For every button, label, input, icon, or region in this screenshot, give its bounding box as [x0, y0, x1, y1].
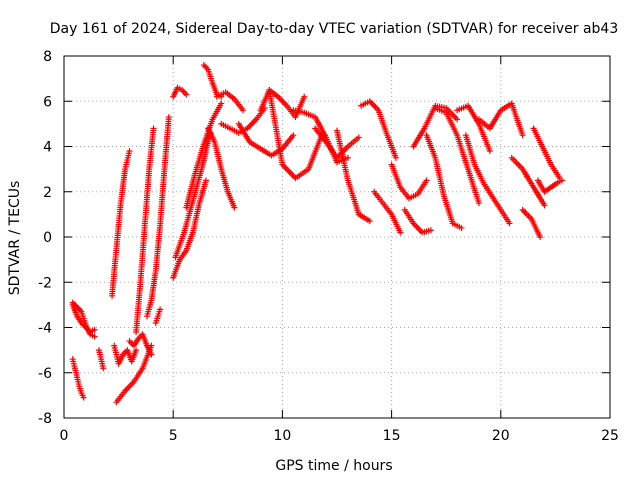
- data-point: [506, 220, 513, 227]
- series-prn-ab: [388, 161, 430, 202]
- series-prn-m: [170, 177, 209, 281]
- y-tick-label: 2: [43, 185, 52, 201]
- data-point: [344, 154, 351, 161]
- data-point: [165, 114, 172, 121]
- series-prn-aj: [508, 154, 548, 209]
- series-prn-n: [172, 129, 214, 261]
- series-prn-i: [133, 125, 157, 336]
- data-point: [454, 116, 461, 123]
- series-prn-d: [95, 347, 107, 372]
- series-prn-l: [170, 84, 190, 100]
- data-point: [392, 154, 399, 161]
- y-tick-label: 0: [43, 230, 52, 246]
- series-prn-x: [312, 125, 362, 161]
- data-point: [397, 229, 404, 236]
- data-point: [558, 177, 565, 184]
- data-point: [355, 134, 362, 141]
- data-point: [148, 351, 155, 358]
- data-point: [133, 347, 140, 354]
- series-prn-g: [113, 342, 155, 406]
- data-point: [519, 132, 526, 139]
- series-prn-e: [109, 148, 133, 299]
- x-tick-label: 25: [601, 428, 619, 444]
- x-tick-label: 0: [60, 428, 69, 444]
- data-point: [240, 107, 247, 114]
- x-axis-label: GPS time / hours: [275, 458, 392, 474]
- series-prn-ak: [519, 206, 544, 240]
- series-prn-y: [334, 127, 373, 225]
- chart-title: Day 161 of 2024, Sidereal Day-to-day VTE…: [50, 21, 619, 37]
- data-point: [427, 227, 434, 234]
- series-prn-aa: [371, 188, 404, 236]
- data-point: [157, 306, 164, 313]
- series-prn-ag: [454, 102, 493, 155]
- series-prn-f: [111, 342, 140, 367]
- y-tick-label: -2: [38, 275, 52, 291]
- data-points: [69, 62, 565, 406]
- data-point: [290, 132, 297, 139]
- data-point: [91, 326, 98, 333]
- data-point: [80, 394, 87, 401]
- x-tick-label: 20: [492, 428, 510, 444]
- data-point: [541, 202, 548, 209]
- data-point: [231, 204, 238, 211]
- series-prn-q: [213, 89, 247, 114]
- series-prn-am: [534, 177, 565, 195]
- data-point: [366, 218, 373, 225]
- data-point: [150, 125, 157, 132]
- data-point: [423, 177, 430, 184]
- y-tick-label: -4: [38, 321, 52, 337]
- y-tick-label: -6: [38, 366, 52, 382]
- series-prn-al: [530, 125, 563, 182]
- grid: [64, 56, 610, 418]
- x-tick-label: 5: [169, 428, 178, 444]
- series-prn-u: [257, 86, 308, 121]
- series-prn-af: [432, 105, 482, 207]
- y-tick-label: 8: [43, 49, 52, 65]
- y-tick-label: -8: [38, 411, 52, 427]
- series-prn-z: [358, 98, 399, 161]
- series-prn-v: [266, 86, 325, 182]
- x-axis-ticks: 0 5 10 15 20 25: [60, 56, 619, 444]
- series-prn-ah: [462, 132, 513, 227]
- data-point: [218, 100, 225, 107]
- y-tick-label: 4: [43, 140, 52, 156]
- series-prn-j: [143, 114, 172, 320]
- y-axis-ticks: -8 -6 -4 -2 0 2 4 6 8: [38, 49, 610, 427]
- data-point: [126, 148, 133, 155]
- series-prn-b: [69, 356, 87, 401]
- data-point: [475, 200, 482, 207]
- series-prn-ac: [401, 206, 434, 236]
- data-point: [486, 148, 493, 155]
- data-point: [183, 91, 190, 98]
- y-tick-label: 6: [43, 94, 52, 110]
- x-tick-label: 10: [273, 428, 291, 444]
- data-point: [537, 234, 544, 240]
- series-prn-k: [152, 306, 164, 326]
- series-prn-c: [69, 299, 98, 340]
- y-axis-label: SDTVAR / TECUs: [7, 181, 23, 296]
- data-point: [202, 177, 209, 184]
- series-prn-ae: [423, 132, 465, 231]
- data-point: [458, 224, 465, 231]
- data-point: [301, 93, 308, 100]
- series-prn-ai: [475, 100, 526, 139]
- series-prn-r: [205, 125, 238, 211]
- x-tick-label: 15: [383, 428, 401, 444]
- series-prn-h: [126, 331, 155, 358]
- data-point: [91, 333, 98, 340]
- series-prn-t: [235, 120, 297, 159]
- data-point: [100, 365, 107, 372]
